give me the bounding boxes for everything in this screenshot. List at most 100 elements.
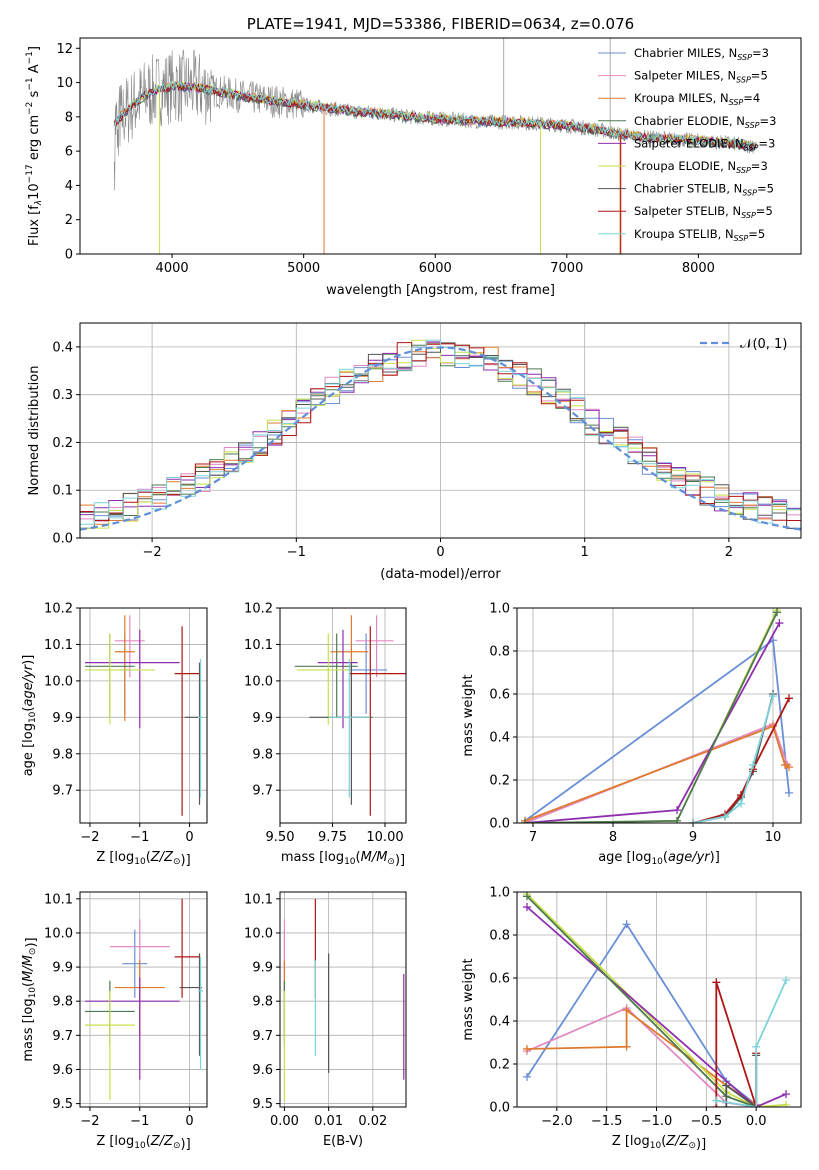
massweight-vs-age-marker [737, 799, 745, 808]
massweight-vs-age-marker [785, 694, 793, 703]
residual-histogram-8 [80, 339, 801, 525]
age-vs-mass-ytick-label: 10.0 [244, 674, 273, 689]
legend-label: 𝒩(0, 1) [740, 337, 787, 352]
massweight-vs-age-ytick-label: 1.0 [489, 602, 510, 617]
spectrum-axes: 4000 5000 6000 7000 8000 0 2 4 6 8 10 12 PLATE=1941,… [25, 15, 802, 298]
age-vs-mass-point [328, 659, 371, 798]
mass-vs-ebv-ytick-label: 9.7 [252, 1029, 273, 1044]
age-vs-mass-ytick-label: 10.1 [244, 638, 273, 653]
age-vs-z-ytick-label: 10.1 [44, 638, 73, 653]
massweight-vs-z-xtick-label: 0.0 [746, 1114, 767, 1129]
massweight-vs-age-marker [673, 816, 681, 823]
age-vs-mass-axes: 9.50 9.75 10.00 9.7 9.8 9.9 10.0 10.1 10.2 mass [… [244, 602, 407, 868]
mass-vs-ebv-xtick-label: 0.02 [358, 1114, 387, 1129]
massweight-vs-age-line-3 [524, 609, 778, 823]
age-vs-z-ytick-label: 9.7 [52, 784, 73, 799]
legend-entry: Salpeter MILES, NSSP=5 [598, 69, 768, 85]
age-vs-mass-xtick-label: 9.75 [318, 830, 347, 845]
massweight-vs-age-marker [773, 608, 781, 617]
mass-vs-z-ylabel: mass [log10(M/M⊙)] [21, 937, 39, 1061]
mass-vs-ebv-ytick-label: 9.5 [252, 1097, 273, 1112]
massweight-vs-z-ytick-label: 1.0 [489, 886, 510, 901]
massweight-vs-z-xtick-label: −1.5 [591, 1114, 623, 1129]
massweight-vs-age-marker [749, 760, 757, 769]
mass-vs-z-xtick-label: −1 [130, 1114, 149, 1129]
massweight-vs-age-marker [785, 788, 793, 797]
massweight-vs-age-line-5 [524, 611, 778, 823]
massweight-vs-age-marker [775, 619, 784, 628]
massweight-vs-z-marker [752, 1103, 761, 1107]
residuals-frame [79, 322, 802, 539]
mass-vs-ebv-ytick-label: 9.6 [252, 1063, 273, 1078]
legend-entry: Salpeter ELODIE, NSSP=3 [598, 136, 775, 152]
legend-entry: Chabrier ELODIE, NSSP=3 [598, 114, 776, 130]
mass-vs-z-axes: −2 −1 0 9.5 9.6 9.7 9.8 9.9 10.0 10.1 Z [log10(Z/Z… [21, 891, 208, 1152]
age-vs-z-point [174, 626, 200, 816]
age-vs-mass-ytick-label: 9.7 [252, 784, 273, 799]
age-vs-z-ytick-label: 9.8 [52, 747, 73, 762]
legend-label: Salpeter MILES, NSSP=5 [634, 69, 768, 85]
spectrum-plot-area [113, 38, 757, 254]
age-vs-mass-xtick-label: 9.50 [266, 830, 295, 845]
legend-label: Kroupa MILES, NSSP=4 [634, 91, 760, 107]
legend-entry: Chabrier STELIB, NSSP=5 [598, 182, 774, 198]
spectrum-xtick-label: 5000 [287, 261, 320, 276]
massweight-vs-age-ytick-label: 0.6 [489, 688, 510, 703]
residuals-xtick-label: 2 [725, 545, 733, 560]
mass-vs-ebv-plot-area [283, 898, 405, 1101]
age-vs-z-ytick-label: 10.0 [44, 674, 73, 689]
mass-vs-ebv-ytick-label: 10.0 [244, 926, 273, 941]
spectrum-title: PLATE=1941, MJD=53386, FIBERID=0634, z=0… [247, 15, 634, 33]
age-vs-z-plot-area [84, 615, 204, 816]
age-vs-mass-point [349, 626, 406, 816]
massweight-vs-z-xlabel: Z [log10(Z/Z⊙)] [612, 1134, 706, 1152]
age-vs-z-point [84, 629, 180, 729]
legend-label: Salpeter ELODIE, NSSP=3 [634, 136, 775, 152]
age-vs-z-axes: −2 −1 0 9.7 9.8 9.9 10.0 10.1 10.2 Z [log10(Z/Z⊙)… [21, 602, 208, 868]
mass-vs-z-point [84, 977, 180, 1080]
massweight-vs-z-xtick-label: −0.5 [691, 1114, 723, 1129]
massweight-vs-age-marker [721, 812, 729, 821]
spectrum-ytick-label: 10 [56, 76, 73, 91]
mass-vs-z-xlabel: Z [log10(Z/Z⊙)] [96, 1134, 190, 1152]
spectrum-xtick-label: 4000 [156, 261, 189, 276]
mass-vs-z-point [122, 929, 148, 998]
massweight-vs-age-ytick-label: 0.8 [489, 645, 510, 660]
age-vs-mass-point [296, 633, 350, 725]
mass-vs-z-frame [79, 891, 208, 1108]
residuals-xtick-label: −2 [143, 545, 162, 560]
spectrum-ytick-label: 8 [65, 110, 73, 125]
mass-vs-z-xtick-label: 0 [185, 1114, 193, 1129]
massweight-vs-z-marker [622, 920, 631, 929]
residuals-ytick-label: 0.3 [52, 388, 73, 403]
massweight-vs-age-frame [516, 607, 802, 824]
age-vs-mass-ytick-label: 9.8 [252, 747, 273, 762]
massweight-vs-age-xlabel: age [log10(age/yr)] [598, 850, 720, 867]
mass-vs-z-ytick-label: 9.7 [52, 1029, 73, 1044]
normal-curve [80, 346, 801, 531]
residuals-ytick-label: 0.0 [52, 532, 73, 547]
mass-vs-ebv-axes: 0.00 0.01 0.02 9.5 9.6 9.7 9.8 9.9 10.0 10.1 E(B-V… [244, 891, 407, 1149]
mass-vs-z-point [84, 990, 135, 1101]
spectrum-xtick-label: 6000 [419, 261, 452, 276]
massweight-vs-age-xtick-label: 9 [689, 830, 697, 845]
massweight-vs-age-xtick-label: 10 [765, 830, 782, 845]
massweight-vs-z-marker [622, 1006, 631, 1015]
mass-vs-z-xtick-label: −2 [80, 1114, 99, 1129]
spectrum-ytick-label: 0 [65, 248, 73, 263]
legend-entry: Salpeter STELIB, NSSP=5 [598, 204, 773, 220]
residuals-axes: −2 −1 0 1 2 0.0 0.1 0.2 0.3 0.4 (data-model)/error… [27, 322, 802, 582]
massweight-vs-age-ylabel: mass weight [461, 674, 476, 756]
massweight-vs-z-xtick-label: −2.0 [541, 1114, 573, 1129]
massweight-vs-z-marker [522, 1072, 531, 1081]
massweight-vs-age-ytick-label: 0.4 [489, 731, 510, 746]
residuals-xtick-label: 1 [581, 545, 589, 560]
spectrum-xtick-label: 8000 [682, 261, 715, 276]
massweight-vs-z-ytick-label: 0.2 [489, 1058, 510, 1073]
massweight-vs-z-ytick-label: 0.4 [489, 1015, 510, 1030]
massweight-vs-z-axes: −2.0 −1.5 −1.0 −0.5 0.0 0.0 0.2 0.4 0.6 0.8 1.0 mas… [461, 886, 802, 1152]
massweight-vs-age-ytick-label: 0.0 [489, 817, 510, 832]
residual-histogram-5 [80, 339, 801, 529]
mass-vs-ebv-xtick-label: 0.00 [270, 1114, 299, 1129]
mass-vs-z-ytick-label: 10.1 [44, 892, 73, 907]
